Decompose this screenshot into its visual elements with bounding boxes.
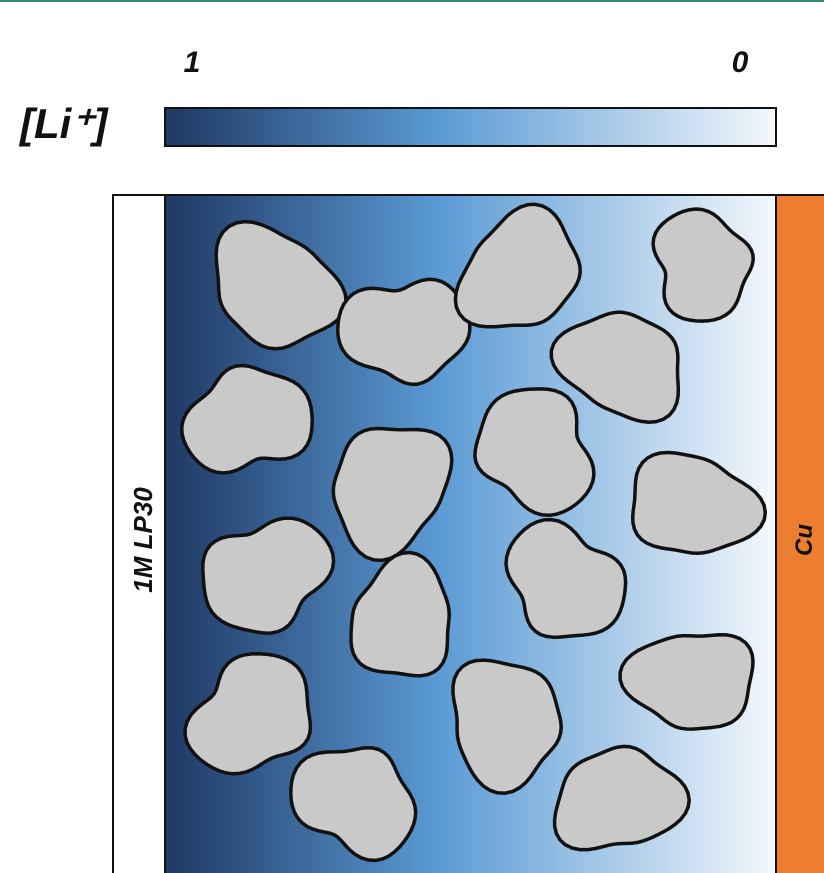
particle [504, 517, 628, 639]
copper-strip [775, 194, 824, 873]
particle [349, 550, 451, 678]
particle [451, 658, 563, 795]
copper-label: Cu [791, 524, 818, 556]
colorbar-label: [Li⁺] [18, 100, 109, 147]
particle [331, 426, 454, 563]
particle [335, 277, 472, 386]
particle [180, 363, 314, 475]
particle [201, 516, 336, 635]
colorbar-min-label: 0 [732, 46, 749, 79]
particle [453, 202, 582, 329]
particle [289, 745, 418, 863]
particle [473, 387, 596, 518]
particle [183, 651, 313, 776]
particle [549, 310, 681, 424]
colorbar [164, 107, 777, 147]
colorbar-max-label: 1 [184, 46, 201, 79]
particle [651, 207, 755, 323]
particle [214, 219, 348, 351]
particle [618, 633, 755, 731]
particle [552, 744, 691, 852]
particles [180, 202, 768, 863]
electrolyte-label: 1M LP30 [128, 487, 158, 593]
particle [630, 450, 768, 556]
